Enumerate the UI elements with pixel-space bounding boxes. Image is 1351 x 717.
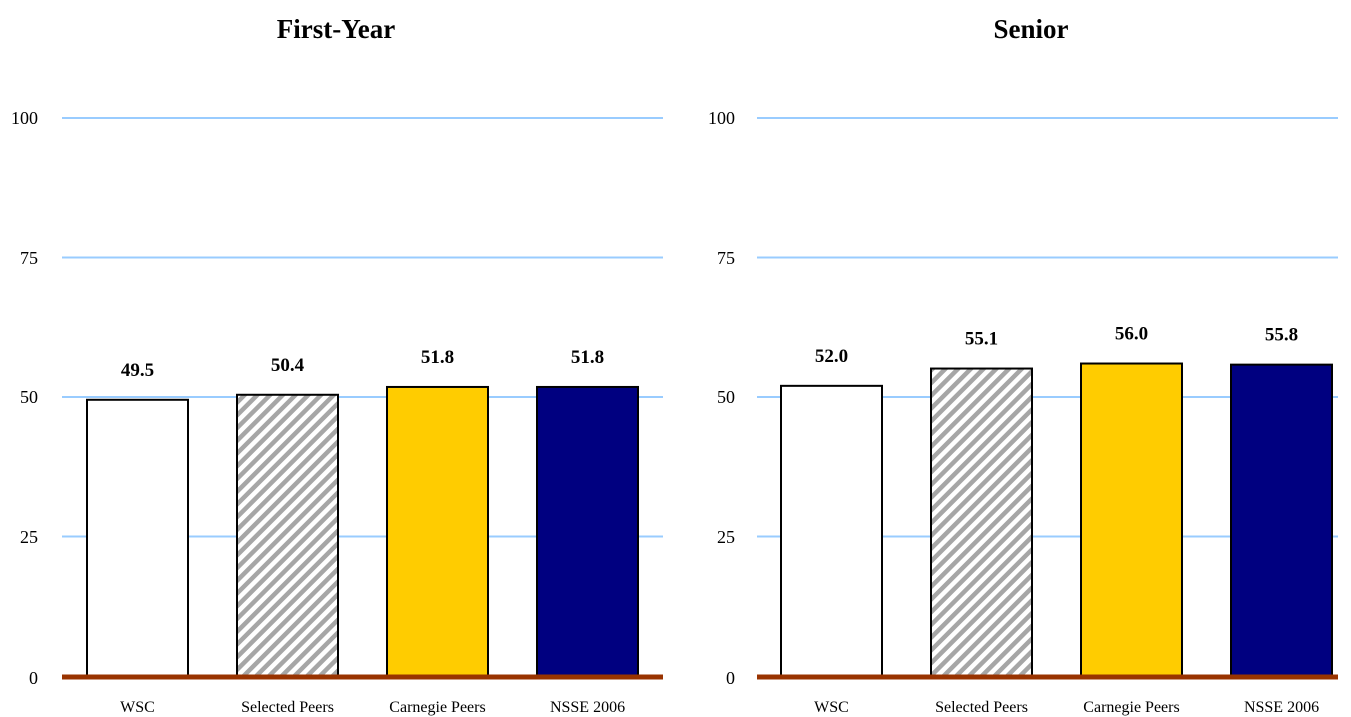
category-label: NSSE 2006 <box>550 699 625 716</box>
data-label: 52.0 <box>815 346 848 367</box>
bars <box>757 362 1338 680</box>
y-tick-label: 50 <box>717 387 735 407</box>
category-labels: WSC Selected Peers Carnegie Peers NSSE 2006 <box>120 699 625 716</box>
bar-selected-peers <box>236 393 339 677</box>
bar-wsc <box>780 384 883 677</box>
y-tick-label: 0 <box>726 668 735 688</box>
data-label: 55.8 <box>1265 325 1298 346</box>
data-label: 51.8 <box>571 347 604 368</box>
bar-nsse-2006 <box>536 385 639 677</box>
data-label: 51.8 <box>421 347 454 368</box>
bar-carnegie-peers <box>386 385 489 677</box>
chart-title: First-Year <box>277 14 395 44</box>
y-tick-label: 25 <box>717 527 735 547</box>
category-label: WSC <box>814 699 849 716</box>
bars <box>62 385 663 680</box>
category-label: Selected Peers <box>241 699 334 716</box>
chart-title: Senior <box>993 14 1068 44</box>
data-labels: 49.5 50.4 51.8 51.8 <box>121 347 604 381</box>
category-label: Selected Peers <box>935 699 1028 716</box>
chart-panel-senior: Senior 100 75 50 25 0 52.0 55.1 56.0 55.8 W… <box>708 14 1338 716</box>
y-tick-label: 0 <box>29 668 38 688</box>
y-tick-label: 100 <box>11 108 38 128</box>
data-label: 49.5 <box>121 360 154 381</box>
category-label: NSSE 2006 <box>1244 699 1319 716</box>
bar-nsse-2006 <box>1230 363 1333 677</box>
bar-selected-peers <box>930 367 1033 677</box>
y-tick-label: 100 <box>708 108 735 128</box>
bar-carnegie-peers <box>1080 362 1183 677</box>
chart-panel-first-year: First-Year 100 75 50 25 0 49.5 50.4 51.8 51… <box>11 14 663 716</box>
data-label: 56.0 <box>1115 324 1148 345</box>
category-label: Carnegie Peers <box>1083 699 1179 716</box>
y-tick-label: 50 <box>20 387 38 407</box>
y-tick-label: 25 <box>20 527 38 547</box>
y-tick-label: 75 <box>717 248 735 268</box>
bar-wsc <box>86 398 189 677</box>
data-label: 55.1 <box>965 329 998 350</box>
category-label: WSC <box>120 699 155 716</box>
category-label: Carnegie Peers <box>389 699 485 716</box>
y-tick-label: 75 <box>20 248 38 268</box>
category-labels: WSC Selected Peers Carnegie Peers NSSE 2006 <box>814 699 1319 716</box>
data-label: 50.4 <box>271 355 305 376</box>
data-labels: 52.0 55.1 56.0 55.8 <box>815 324 1298 367</box>
